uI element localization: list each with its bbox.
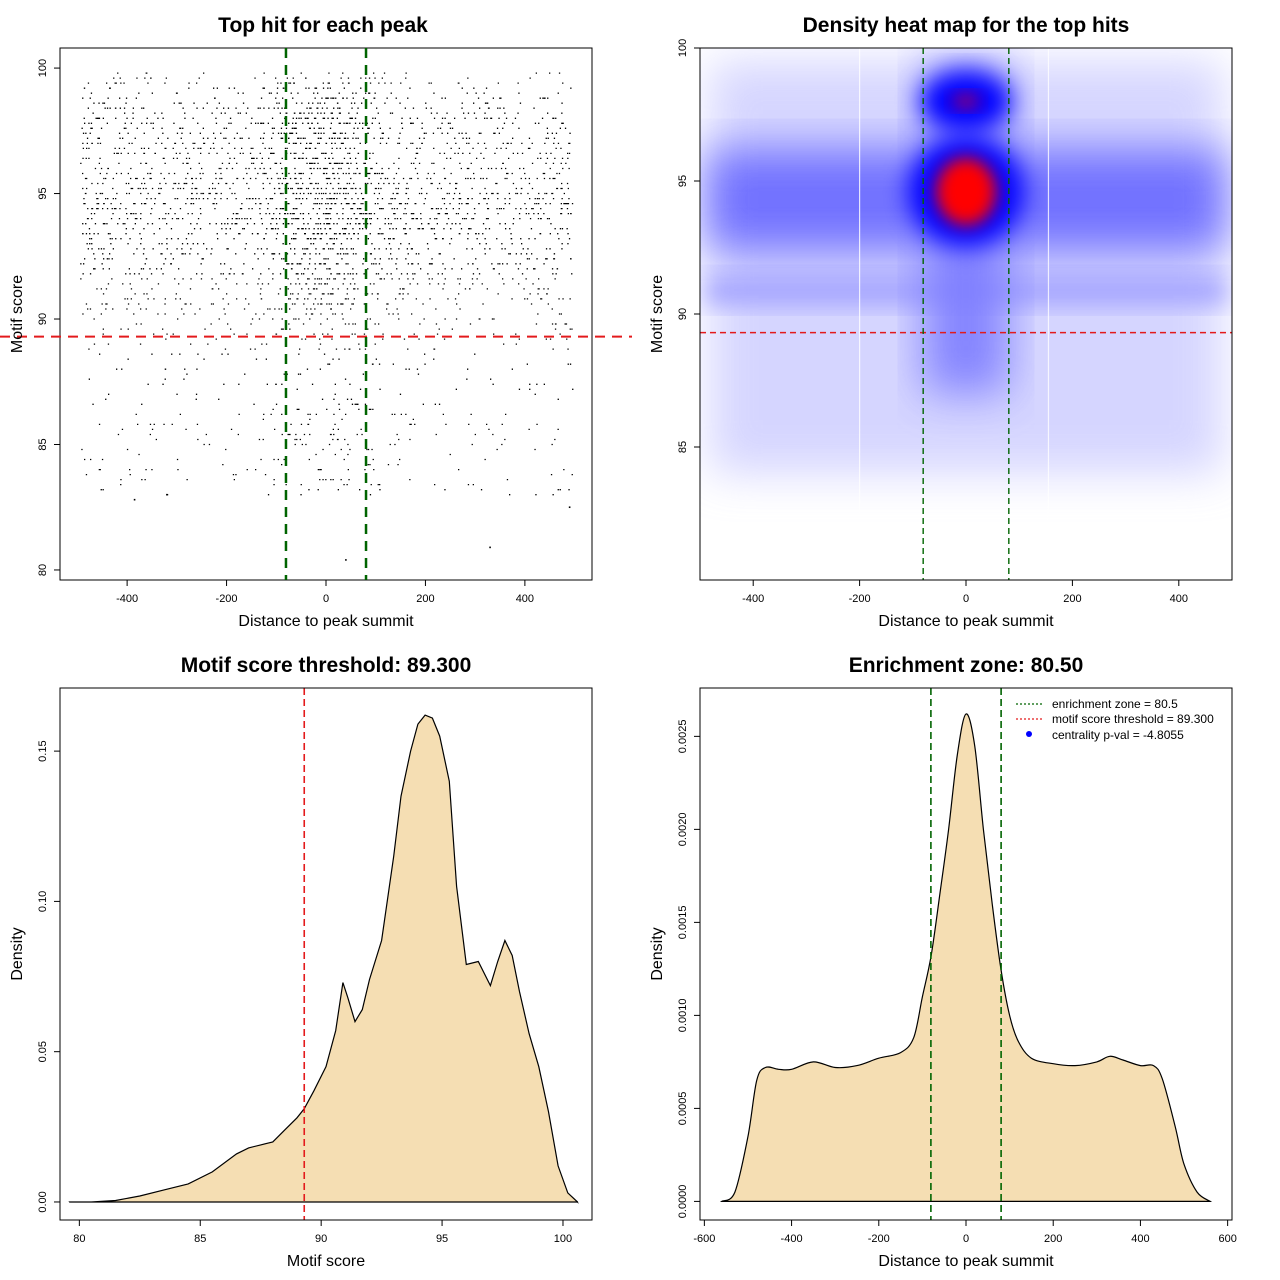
heatmap-x-axis: -400 -200 0 200 400 bbox=[742, 579, 1188, 605]
distance-density-title: Enrichment zone: 80.50 bbox=[849, 654, 1084, 677]
distance-density-panel: Enrichment zone: 80.50 -600 -400 -200 0 200 4… bbox=[649, 654, 1237, 1270]
score-density-title: Motif score threshold: 89.300 bbox=[181, 654, 472, 677]
distance-density-area bbox=[719, 713, 1213, 1202]
y-tick-label: 0.0020 bbox=[677, 813, 689, 847]
distance-density-zone-lines bbox=[930, 688, 1002, 1220]
scatter-guide-lines bbox=[0, 48, 632, 580]
heatmap-title: Density heat map for the top hits bbox=[803, 14, 1130, 37]
x-tick-label: 85 bbox=[194, 1233, 206, 1245]
y-tick-label: 0.0000 bbox=[677, 1185, 689, 1219]
x-tick-label: -200 bbox=[216, 593, 238, 605]
scatter-title: Top hit for each peak bbox=[218, 14, 428, 37]
y-tick-label: 85 bbox=[677, 441, 689, 453]
x-tick-label: 0 bbox=[963, 593, 969, 605]
x-tick-label: -600 bbox=[693, 1233, 715, 1245]
y-tick-label: 0.0015 bbox=[677, 906, 689, 940]
y-tick-label: 80 bbox=[37, 564, 49, 576]
x-tick-label: 200 bbox=[1044, 1233, 1062, 1245]
scatter-plot-frame bbox=[59, 47, 593, 581]
y-tick-label: 95 bbox=[677, 175, 689, 187]
scatter-point bbox=[489, 546, 491, 549]
x-tick-label: 100 bbox=[554, 1233, 572, 1245]
legend-motif-threshold-label: motif score threshold = 89.300 bbox=[1052, 712, 1214, 726]
scatter-x-axis: -400 -200 0 200 400 bbox=[116, 579, 534, 605]
score-density-x-axis: 80 85 90 95 100 bbox=[73, 1219, 572, 1245]
y-tick-label: 95 bbox=[37, 187, 49, 199]
y-tick-label: 100 bbox=[677, 39, 689, 57]
x-tick-label: 400 bbox=[516, 593, 534, 605]
y-tick-label: 0.10 bbox=[37, 891, 49, 912]
x-tick-label: -200 bbox=[868, 1233, 890, 1245]
x-tick-label: 200 bbox=[1063, 593, 1081, 605]
heatmap-hotspot bbox=[936, 157, 996, 226]
heatmap-secondary-hot bbox=[952, 93, 980, 110]
distance-density-y-axis: 0.0000 0.0005 0.0010 0.0015 0.0020 0.0025 bbox=[677, 720, 701, 1219]
x-tick-label: -400 bbox=[742, 593, 764, 605]
scatter-points bbox=[80, 72, 574, 561]
distance-density-x-axis: -600 -400 -200 0 200 400 600 bbox=[693, 1219, 1237, 1245]
y-tick-label: 0.05 bbox=[37, 1041, 49, 1062]
scatter-point bbox=[345, 559, 347, 561]
y-tick-label: 85 bbox=[37, 438, 49, 450]
heatmap-y-label: Motif score bbox=[649, 275, 666, 353]
x-tick-label: 90 bbox=[315, 1233, 327, 1245]
heatmap-density bbox=[705, 48, 1227, 580]
y-tick-label: 90 bbox=[37, 313, 49, 325]
y-tick-label: 0.00 bbox=[37, 1191, 49, 1212]
y-tick-label: 0.0010 bbox=[677, 999, 689, 1033]
y-tick-label: 100 bbox=[37, 59, 49, 77]
y-tick-label: 90 bbox=[677, 308, 689, 320]
scatter-point-cloud bbox=[80, 72, 574, 496]
scatter-x-label: Distance to peak summit bbox=[238, 613, 414, 630]
x-tick-label: 600 bbox=[1218, 1233, 1236, 1245]
scatter-point bbox=[133, 498, 136, 501]
legend-enrichment-zone-label: enrichment zone = 80.5 bbox=[1052, 697, 1178, 711]
score-density-area bbox=[68, 714, 579, 1204]
x-tick-label: 0 bbox=[323, 593, 329, 605]
y-tick-label: 0.0005 bbox=[677, 1092, 689, 1126]
legend-centrality-swatch bbox=[1026, 731, 1032, 737]
scatter-y-label: Motif score bbox=[9, 275, 26, 353]
distance-density-y-label: Density bbox=[649, 927, 666, 980]
scatter-panel: Top hit for each peak -400 -200 0 200 400 80… bbox=[0, 14, 632, 630]
heatmap-surface bbox=[700, 48, 1232, 580]
y-tick-label: 0.0025 bbox=[677, 720, 689, 754]
x-tick-label: 200 bbox=[416, 593, 434, 605]
distance-density-legend: enrichment zone = 80.5 motif score thres… bbox=[1016, 697, 1214, 742]
x-tick-label: -400 bbox=[116, 593, 138, 605]
legend-centrality-label: centrality p-val = -4.8055 bbox=[1052, 728, 1184, 742]
x-tick-label: -200 bbox=[849, 593, 871, 605]
score-density-y-axis: 0.00 0.05 0.10 0.15 bbox=[37, 740, 61, 1213]
x-tick-label: -400 bbox=[781, 1233, 803, 1245]
x-tick-label: 400 bbox=[1170, 593, 1188, 605]
score-density-y-label: Density bbox=[9, 927, 26, 980]
y-tick-label: 0.15 bbox=[37, 740, 49, 761]
x-tick-label: 80 bbox=[73, 1233, 85, 1245]
heatmap-x-label: Distance to peak summit bbox=[878, 613, 1054, 630]
distance-density-x-label: Distance to peak summit bbox=[878, 1253, 1054, 1270]
score-density-panel: Motif score threshold: 89.300 80 85 90 95 10… bbox=[9, 654, 593, 1270]
heatmap-panel: Density heat map for the top hits -400 -2… bbox=[649, 14, 1233, 630]
x-tick-label: 400 bbox=[1131, 1233, 1149, 1245]
scatter-point bbox=[166, 493, 168, 496]
heatmap-y-axis: 85 90 95 100 bbox=[677, 39, 701, 453]
heatmap-guide-lines bbox=[700, 48, 1232, 580]
x-tick-label: 0 bbox=[963, 1233, 969, 1245]
scatter-y-axis: 80 85 90 95 100 bbox=[37, 59, 61, 576]
scatter-point bbox=[568, 506, 571, 509]
score-density-x-label: Motif score bbox=[287, 1253, 365, 1270]
x-tick-label: 95 bbox=[436, 1233, 448, 1245]
